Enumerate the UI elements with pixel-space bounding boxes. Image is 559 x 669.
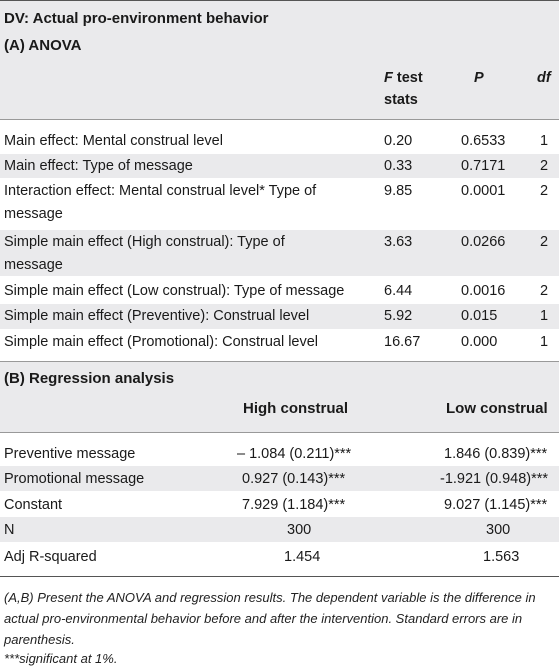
anova-row-7-df: 1 (540, 334, 549, 350)
col-f-letter: F (384, 70, 393, 86)
reg-row-5-low: 1.563 (483, 549, 520, 565)
anova-row-3-df: 2 (540, 183, 549, 199)
anova-row-1-f: 0.20 (384, 133, 413, 149)
anova-row-5-f: 6.44 (384, 283, 413, 299)
regression-header-rule (0, 432, 559, 433)
anova-row-1-label: Main effect: Mental construal level (4, 133, 223, 149)
reg-row-1-high: – 1.084 (0.211)*** (237, 446, 352, 462)
anova-row-2-f: 0.33 (384, 158, 413, 174)
anova-row-2-df: 2 (540, 158, 549, 174)
anova-row-3-f: 9.85 (384, 183, 413, 199)
top-rule (0, 0, 559, 1)
anova-row-2-label: Main effect: Type of message (4, 158, 193, 174)
anova-row-3-label-cont: message (4, 206, 63, 222)
reg-row-2-low: -1.921 (0.948)*** (440, 471, 549, 487)
anova-row-1-df: 1 (540, 133, 549, 149)
anova-row-4-f: 3.63 (384, 234, 413, 250)
col-low-construal: Low construal (446, 400, 548, 417)
anova-row-5-p: 0.0016 (461, 283, 506, 299)
anova-row-1-p: 0.6533 (461, 133, 506, 149)
reg-row-4-label: N (4, 522, 15, 538)
col-f-rest: test (396, 70, 423, 86)
anova-row-3-label: Interaction effect: Mental construal lev… (4, 183, 317, 199)
anova-row-6-p: 0.015 (461, 308, 498, 324)
anova-header-rule (0, 119, 559, 120)
anova-row-5-label: Simple main effect (Low construal): Type… (4, 283, 345, 299)
anova-row-7-p: 0.000 (461, 334, 498, 350)
reg-row-4-low: 300 (486, 522, 511, 538)
regression-heading: (B) Regression analysis (4, 370, 175, 387)
dv-title: DV: Actual pro-environment behavior (4, 10, 269, 27)
footnote-significance: ***significant at 1%. (4, 651, 118, 666)
reg-row-3-low: 9.027 (1.145)*** (444, 497, 548, 513)
anova-row-4-p: 0.0266 (461, 234, 506, 250)
anova-row-4-label-cont: message (4, 257, 63, 273)
anova-row-2-p: 0.7171 (461, 158, 506, 174)
reg-row-1-low: 1.846 (0.839)*** (444, 446, 548, 462)
anova-row-4-df: 2 (540, 234, 549, 250)
reg-row-1-label: Preventive message (4, 446, 136, 462)
anova-row-7-f: 16.67 (384, 334, 421, 350)
col-f-header-line2: stats (384, 92, 418, 108)
header-band (0, 1, 559, 119)
reg-row-2-label: Promotional message (4, 471, 145, 487)
reg-row-3-high: 7.929 (1.184)*** (242, 497, 346, 513)
reg-row-2-high: 0.927 (0.143)*** (242, 471, 346, 487)
footnote-main: (A,B) Present the ANOVA and regression r… (4, 590, 536, 647)
anova-bottom-rule (0, 361, 559, 362)
reg-row-5-label: Adj R-squared (4, 549, 97, 565)
anova-row-4-label: Simple main effect (High construal): Typ… (4, 234, 285, 250)
anova-row-6-label: Simple main effect (Preventive): Constru… (4, 308, 310, 324)
anova-row-3-p: 0.0001 (461, 183, 506, 199)
anova-row-6-df: 1 (540, 308, 549, 324)
reg-row-4-high: 300 (287, 522, 312, 538)
anova-row-5-df: 2 (540, 283, 549, 299)
reg-row-3-label: Constant (4, 497, 63, 513)
regression-header-band (0, 362, 559, 432)
col-high-construal: High construal (243, 400, 349, 417)
table-bottom-rule (0, 576, 559, 577)
anova-row-7-label: Simple main effect (Promotional): Constr… (4, 334, 319, 350)
reg-row-5-high: 1.454 (284, 549, 321, 565)
anova-row-6-f: 5.92 (384, 308, 413, 324)
col-p-header: P (474, 70, 484, 86)
col-f-header: F test (384, 70, 423, 87)
anova-heading: (A) ANOVA (4, 37, 82, 54)
col-df-header: df (537, 70, 551, 86)
